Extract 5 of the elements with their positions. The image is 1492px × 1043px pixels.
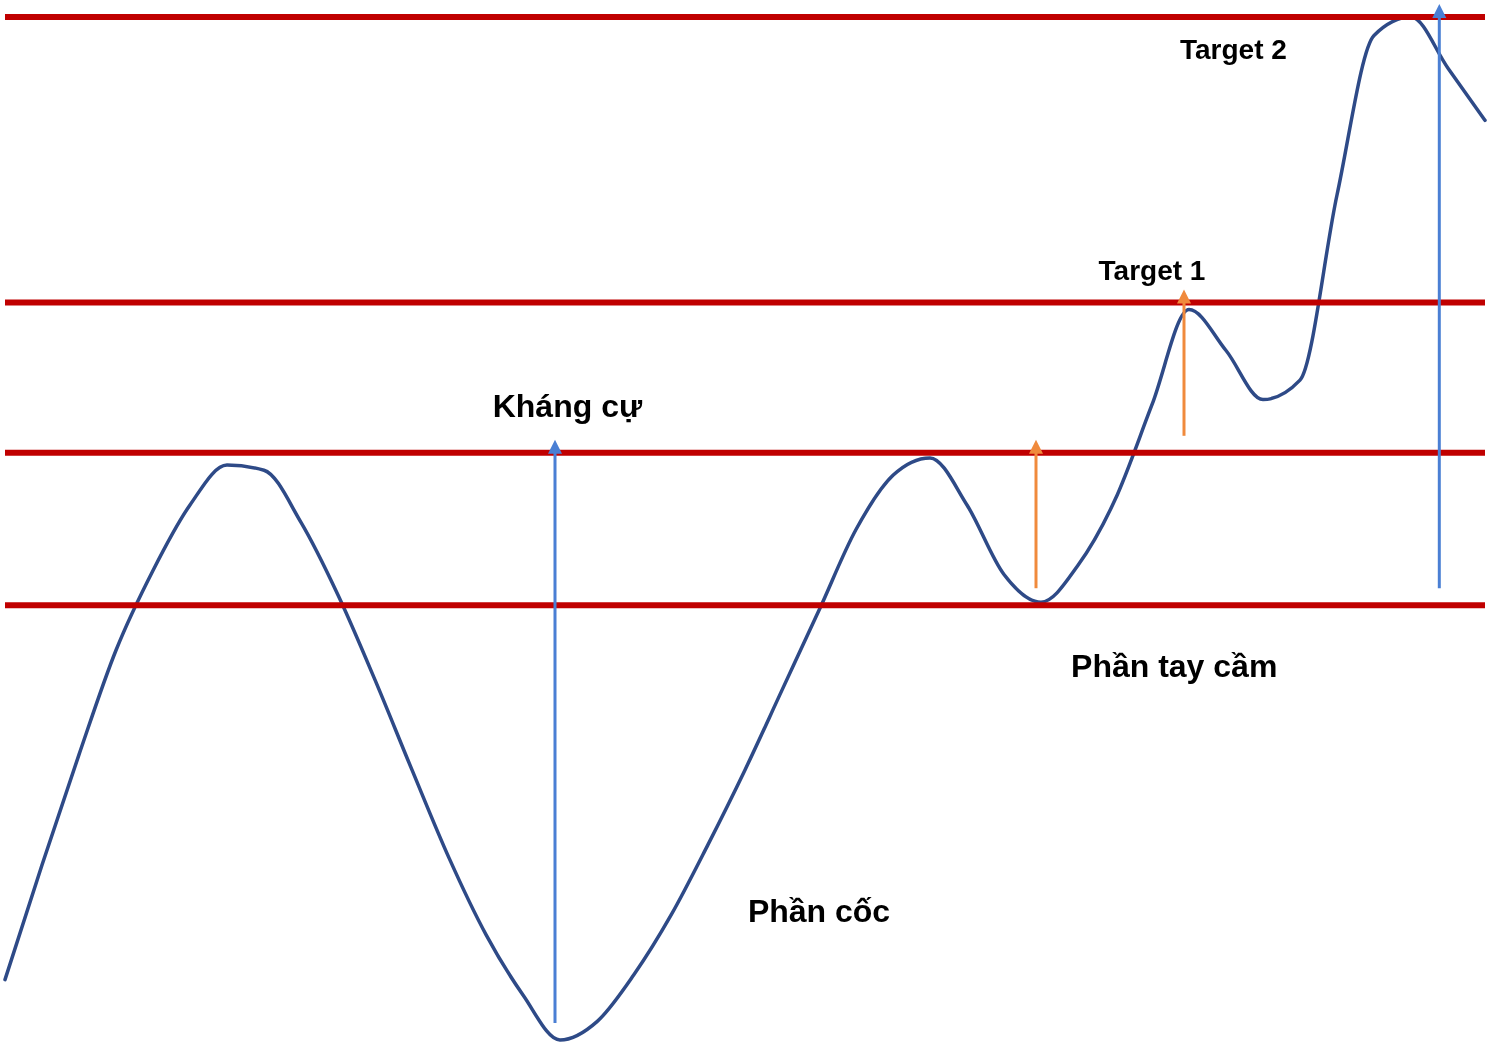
- annotation: Phần cốc: [747, 893, 891, 930]
- ref-line-label: Target 1: [1098, 255, 1206, 287]
- ref-line-label: Target 2: [1179, 34, 1287, 65]
- ref-line-label: Phần tay cầm: [1071, 648, 1278, 685]
- ref-line-label: Kháng cự: [492, 387, 643, 424]
